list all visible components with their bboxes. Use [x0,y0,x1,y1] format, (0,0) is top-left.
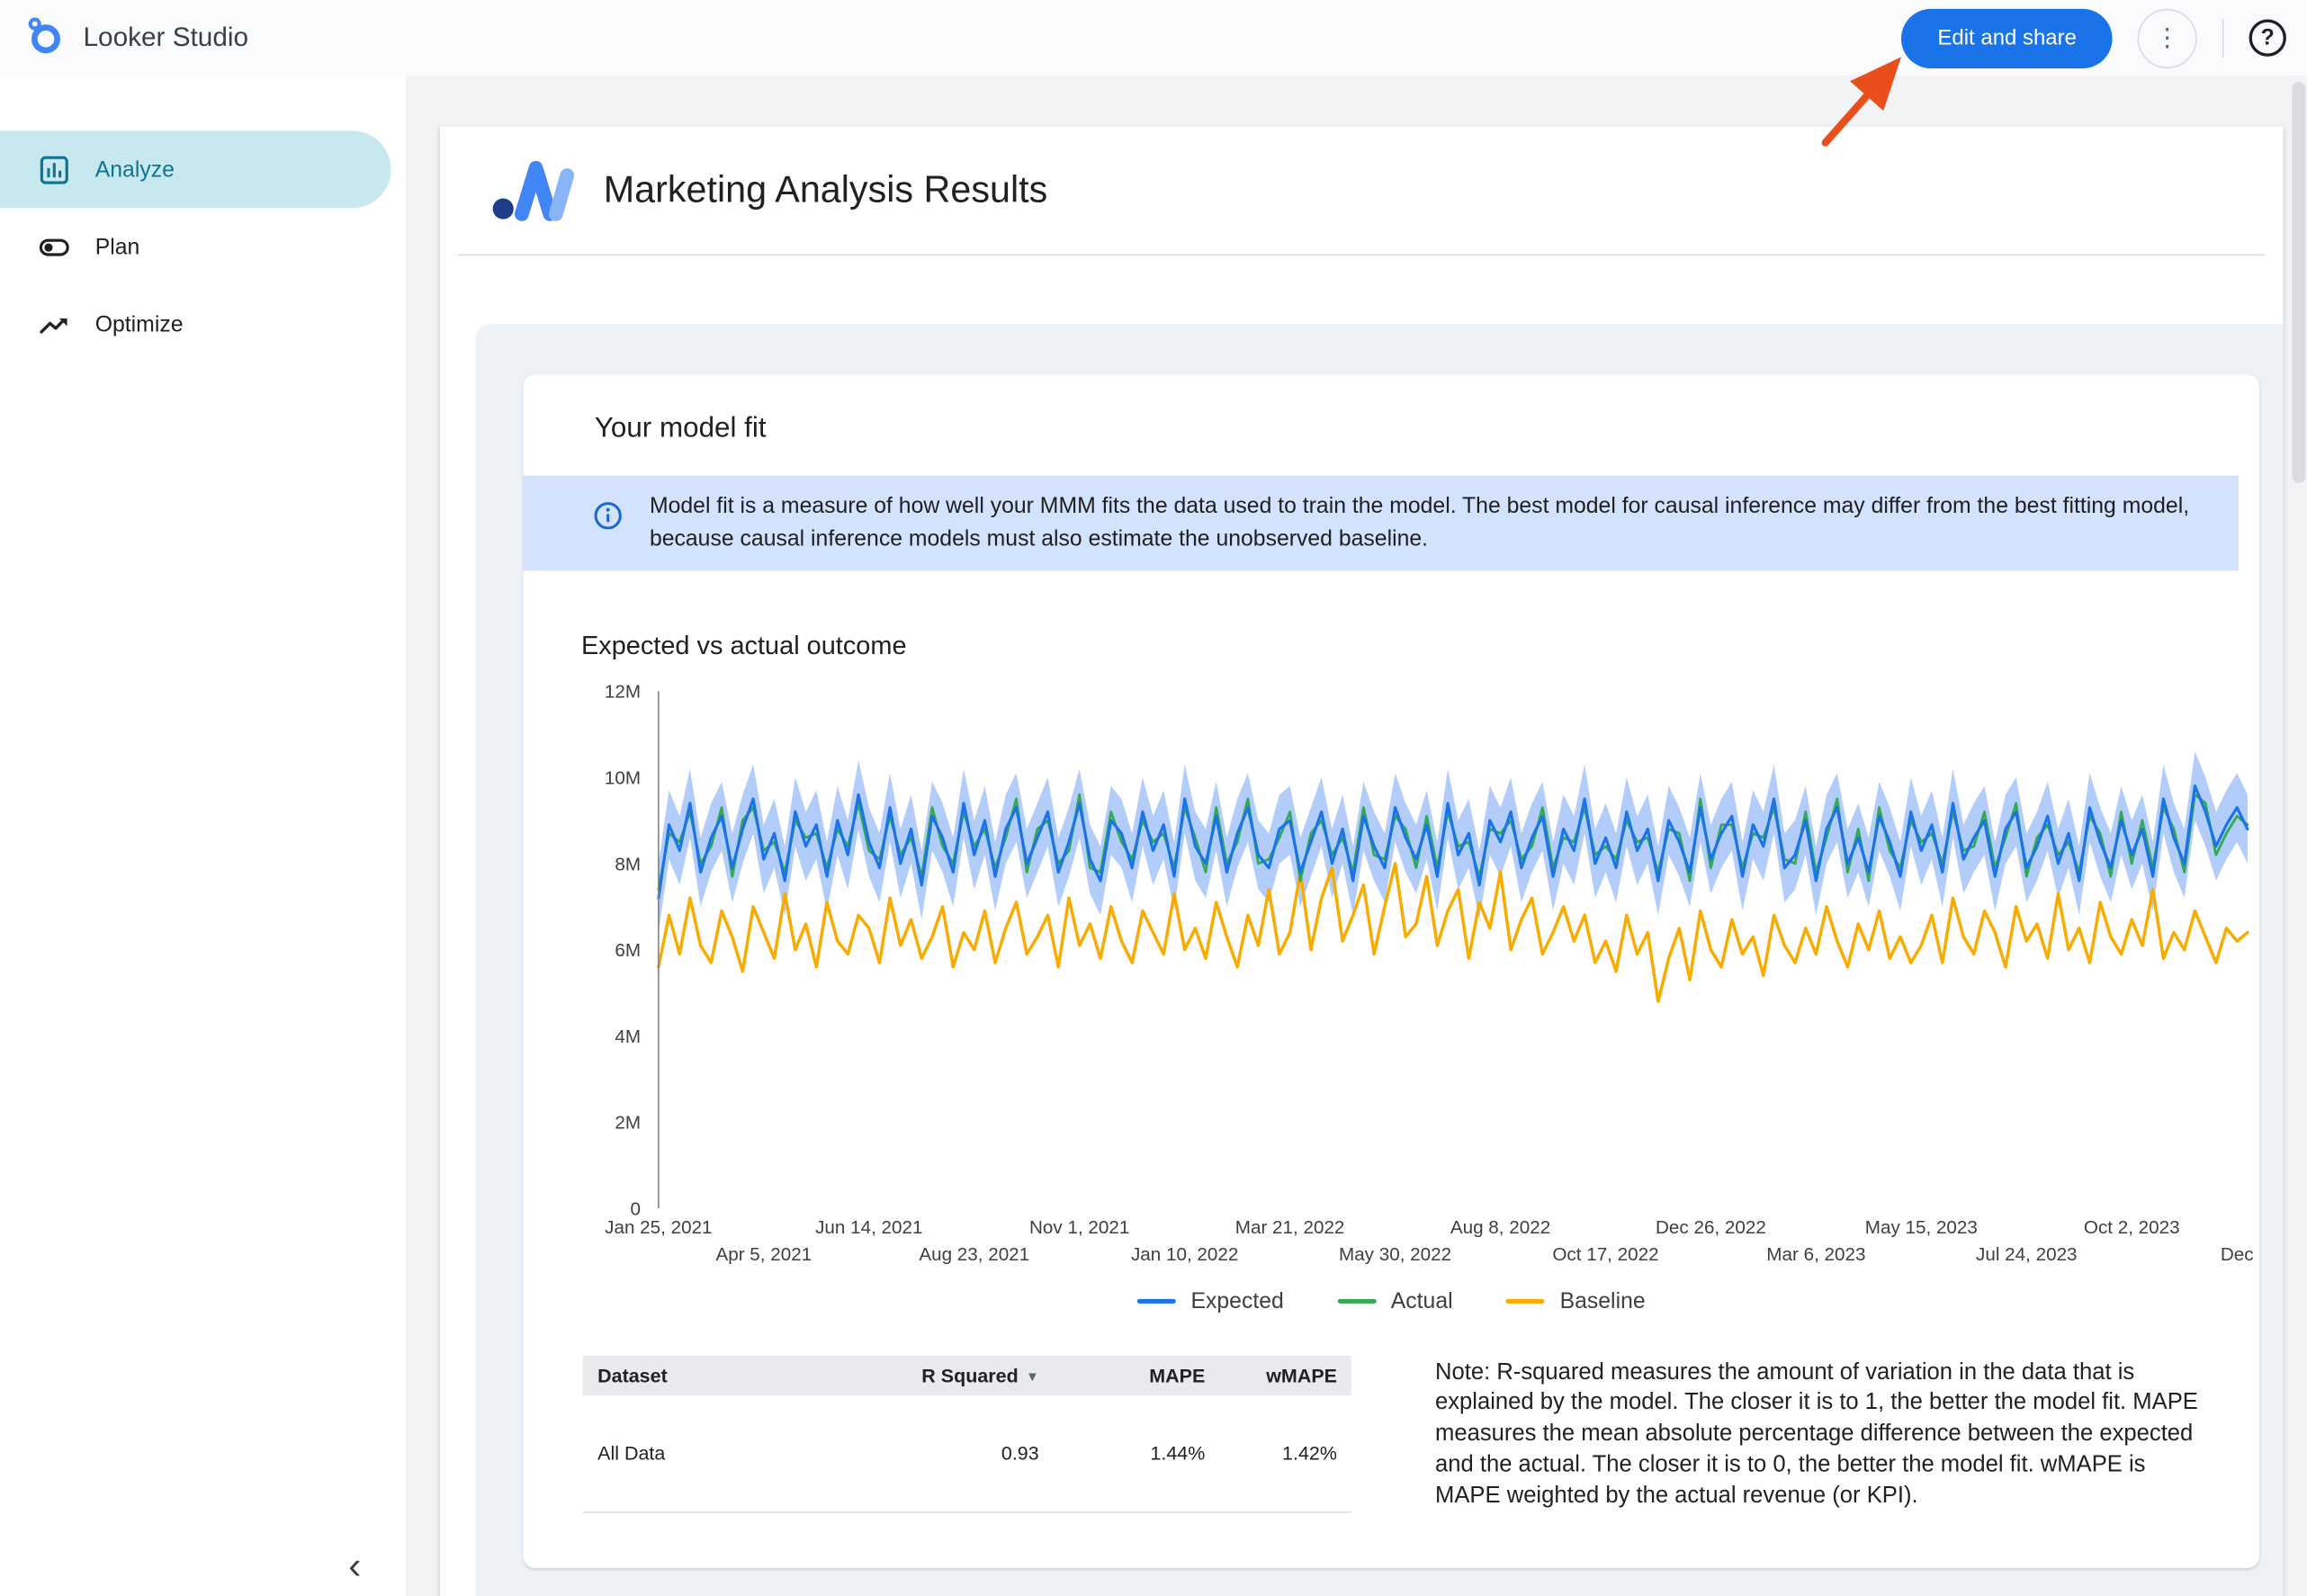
legend-item-baseline: Baseline [1506,1288,1646,1314]
cell-wmape: 1.42% [1219,1394,1352,1513]
svg-text:Jun 14, 2021: Jun 14, 2021 [815,1216,922,1237]
svg-text:Oct 17, 2022: Oct 17, 2022 [1552,1243,1658,1264]
marketing-platform-logo [490,152,577,228]
svg-text:Nov 1, 2021: Nov 1, 2021 [1029,1216,1129,1237]
info-banner: Model fit is a measure of how well your … [523,475,2240,570]
svg-text:10M: 10M [605,767,641,788]
info-banner-text: Model fit is a measure of how well your … [649,493,2190,551]
topbar: Looker Studio Edit and share ⋮ ? [0,0,2307,147]
report-header: Marketing Analysis Results [440,126,2284,254]
card-title: Your model fit [594,413,767,444]
help-button[interactable]: ? [2249,19,2286,57]
svg-text:Dec 26, 2022: Dec 26, 2022 [1656,1216,1766,1237]
col-header-wmape: wMAPE [1219,1354,1352,1395]
cell-mape: 1.44% [1054,1394,1220,1513]
expected-swatch [1136,1298,1176,1304]
svg-text:Jan 25, 2021: Jan 25, 2021 [605,1216,712,1237]
arrow-drop-down-icon: ▼ [1025,1367,1039,1384]
sidebar-collapse-button[interactable]: ‹ [337,1540,373,1591]
help-icon: ? [2260,25,2275,51]
chart-title: Expected vs actual outcome [580,629,907,659]
header-divider [457,254,2266,256]
more-options-button[interactable]: ⋮ [2137,8,2197,68]
svg-text:May 30, 2022: May 30, 2022 [1339,1243,1451,1264]
metrics-row: Dataset R Squared ▼ MAPE wMAPE All Data 0… [582,1354,2200,1513]
report-section: Your model fit Model fit is a measure of… [475,324,2284,1596]
cell-r-squared: 0.93 [823,1394,1055,1513]
metrics-note: Note: R-squared measures the amount of v… [1435,1358,2198,1510]
page-title: Marketing Analysis Results [603,168,1048,211]
model-fit-table: Dataset R Squared ▼ MAPE wMAPE All Data 0… [582,1354,1352,1513]
svg-text:Mar 6, 2023: Mar 6, 2023 [1766,1243,1865,1264]
svg-text:12M: 12M [605,681,641,702]
col-header-dataset: Dataset [582,1354,824,1395]
svg-text:Dec: Dec [2221,1243,2254,1264]
svg-text:0: 0 [631,1198,641,1219]
svg-text:8M: 8M [615,853,641,874]
sidebar-item-plan[interactable]: Plan [0,208,390,285]
looker-studio-logo-icon [23,14,64,62]
svg-text:Mar 21, 2022: Mar 21, 2022 [1235,1216,1345,1237]
chevron-left-icon: ‹ [348,1542,362,1588]
svg-text:Oct 2, 2023: Oct 2, 2023 [2084,1216,2180,1237]
svg-text:2M: 2M [615,1112,641,1133]
col-header-mape: MAPE [1054,1354,1220,1395]
col-header-r-squared[interactable]: R Squared ▼ [823,1354,1055,1395]
sidebar-item-analyze[interactable]: Analyze [0,130,391,209]
svg-text:Jan 10, 2022: Jan 10, 2022 [1131,1243,1238,1264]
workspace: Marketing Analysis Results Your model fi… [406,76,2307,1596]
table-row: All Data 0.93 1.44% 1.42% [582,1394,1352,1513]
info-icon [592,499,624,542]
cell-dataset: All Data [582,1394,824,1513]
svg-text:6M: 6M [615,939,641,960]
actual-swatch [1337,1298,1377,1304]
toggle-icon [39,238,69,256]
chart-legend: Expected Actual Baseline [524,1288,2260,1314]
analytics-icon [40,155,68,184]
sidebar: Analyze Plan Optimize ‹ [0,76,407,1596]
legend-item-actual: Actual [1337,1287,1453,1314]
sidebar-item-label: Analyze [94,157,175,183]
svg-text:Aug 8, 2022: Aug 8, 2022 [1450,1216,1550,1237]
svg-text:Jul 24, 2023: Jul 24, 2023 [1976,1243,2077,1264]
legend-label: Expected [1190,1287,1284,1314]
svg-text:4M: 4M [615,1026,641,1046]
svg-text:Aug 23, 2021: Aug 23, 2021 [919,1243,1029,1264]
baseline-swatch [1506,1298,1546,1304]
svg-text:May 15, 2023: May 15, 2023 [1865,1216,1978,1237]
app-title: Looker Studio [83,22,249,52]
scrollbar-thumb[interactable] [2292,81,2306,483]
trending-up-icon [40,318,67,333]
legend-label: Baseline [1559,1287,1646,1314]
svg-text:Apr 5, 2021: Apr 5, 2021 [715,1243,812,1264]
report-page: Marketing Analysis Results Your model fi… [440,126,2284,1596]
edit-and-share-button[interactable]: Edit and share [1901,8,2113,68]
sidebar-item-optimize[interactable]: Optimize [0,285,390,363]
legend-label: Actual [1390,1287,1453,1314]
vertical-scrollbar [2292,81,2306,1591]
model-fit-card: Your model fit Model fit is a measure of… [523,374,2260,1568]
brand: Looker Studio [23,14,248,62]
kebab-menu-icon: ⋮ [2154,22,2180,51]
sidebar-item-label: Plan [94,234,140,260]
sidebar-item-label: Optimize [94,311,184,337]
expected-vs-actual-chart: 0 2M 4M 6M 8M 10M 12M Jan 25, 2021 Apr 5, 2021 Ju… [583,673,2260,1268]
topbar-divider [2222,18,2224,58]
legend-item-expected: Expected [1136,1287,1284,1314]
